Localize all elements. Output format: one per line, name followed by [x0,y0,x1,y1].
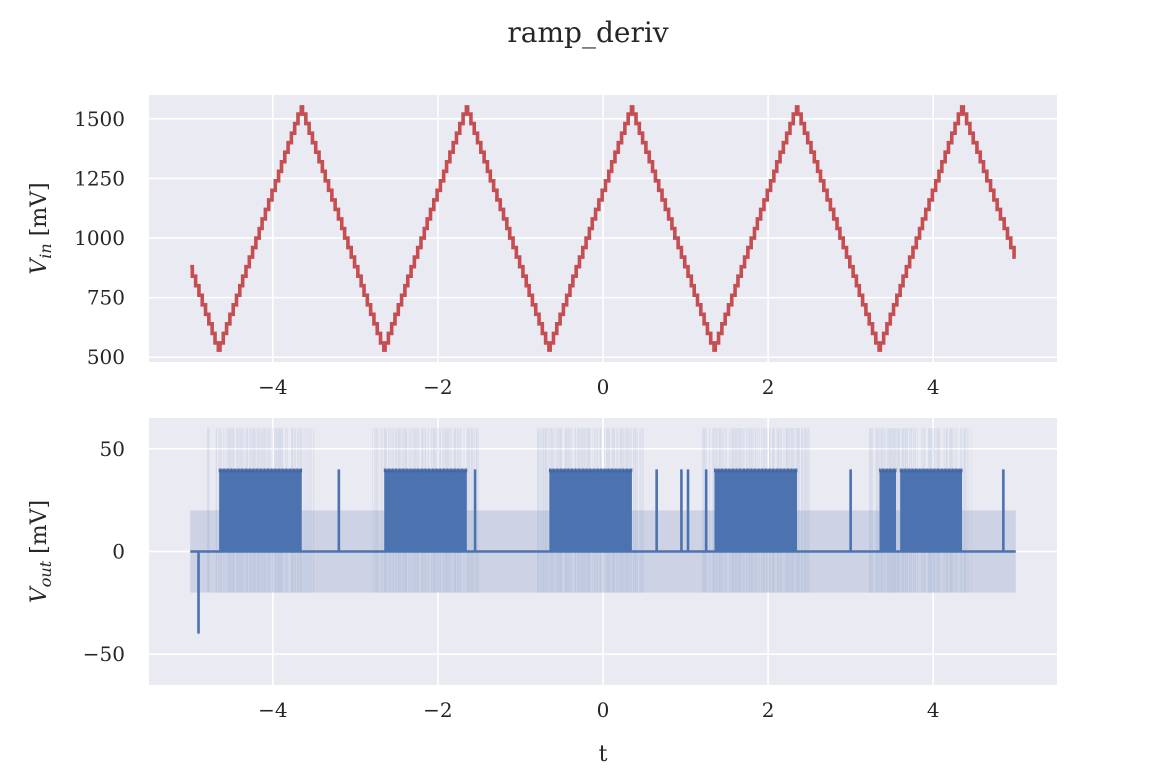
vin-y-tick-label: 500 [87,345,125,369]
vout-pulse-block [714,469,797,552]
vin-y-tick-label: 1250 [74,166,125,190]
vin-grid [149,95,1057,362]
vout-pulse-block [879,469,897,552]
vout-plot: −4 −2 0 2 4 −50 0 50 Vout [mV] t [27,418,1057,767]
vin-x-tick-label: 0 [597,375,610,399]
vin-x-tick-label: 4 [927,375,940,399]
vout-pulse-texture [899,468,963,473]
vin-y-tick-label: 1000 [74,226,125,250]
vout-pulse-texture [548,468,633,473]
vout-y-tick-label: −50 [83,642,125,666]
vin-y-tick-label: 1500 [74,107,125,131]
vout-x-axis-label: t [599,742,608,767]
vout-pulse-block [219,469,302,552]
vout-pulses [190,468,1016,634]
vout-pulse-texture [218,468,303,473]
vin-x-tick-label: −2 [423,375,452,399]
vin-plot: −4 −2 0 2 4 500 750 1000 1250 1500 Vin [mV] [27,95,1057,399]
vin-y-axis-label: Vin [mV] [27,182,55,274]
figure-title: ramp_deriv [507,16,668,49]
vin-x-tick-label: 2 [762,375,775,399]
vout-x-tick-label: 0 [597,698,610,722]
vin-x-tick-label: −4 [258,375,287,399]
vin-y-tick-label: 750 [87,286,125,310]
vout-pulse-block [900,469,963,552]
vin-series-line [190,105,1016,352]
vout-pulse-texture [879,468,897,473]
vin-tick-labels: −4 −2 0 2 4 500 750 1000 1250 1500 [74,107,939,399]
vout-x-tick-label: 4 [927,698,940,722]
vout-y-tick-label: 0 [112,540,125,564]
vout-y-axis-label: Vout [mV] [27,500,55,603]
vout-pulse-texture [383,468,468,473]
vout-y-tick-label: 50 [100,437,125,461]
vout-tick-labels: −4 −2 0 2 4 −50 0 50 [83,437,940,722]
vout-x-tick-label: 2 [762,698,775,722]
vout-pulse-block [549,469,632,552]
vout-x-tick-label: −4 [258,698,287,722]
vout-pulse-texture [714,468,798,473]
vout-pulse-block [384,469,467,552]
vout-x-tick-label: −2 [423,698,452,722]
